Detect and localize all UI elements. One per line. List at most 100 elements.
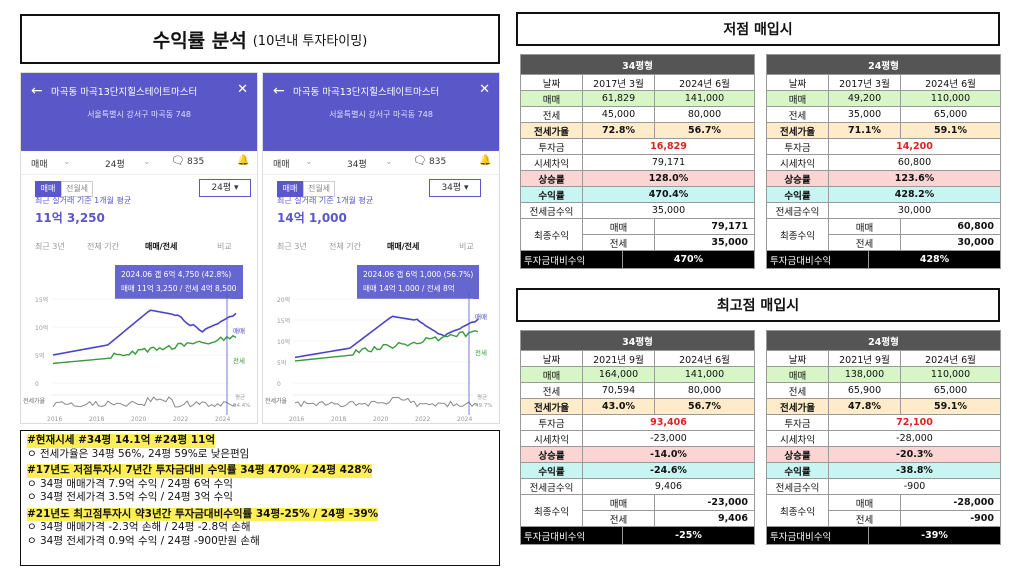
title-sub: (10년내 투자타이밍) (252, 33, 368, 49)
row-label: 전세가율 (766, 122, 829, 139)
y-tick-label: 20억 (277, 296, 290, 304)
row-label: 전세 (520, 382, 583, 399)
size-dropdown[interactable]: 34평 ▾ (429, 179, 481, 197)
size-filter[interactable]: 34평 (347, 160, 367, 170)
y-tick-label: 5억 (35, 352, 44, 360)
tab-trade-rent[interactable]: 매매/전세 (387, 242, 420, 251)
row-label: 시세차익 (766, 430, 829, 447)
row-label: 투자금 (520, 138, 583, 155)
complex-name: 마곡동 마곡13단지힐스테이트마스터 (293, 87, 440, 98)
invest-value: 16,829 (581, 138, 756, 155)
ratio-label: 전세가율 (23, 397, 46, 405)
comment-icon[interactable]: 🗨 (171, 154, 185, 167)
tab-3y[interactable]: 최근 3년 (277, 242, 307, 251)
chevron-down-icon: ⌄ (143, 157, 151, 167)
row-label: 시세차익 (520, 154, 583, 171)
comment-icon[interactable]: 🗨 (413, 154, 427, 167)
yield-table: 34평형 날짜 2017년 3월 2024년 6월 매매 61,829 141,000 … (519, 54, 756, 269)
tab-compare[interactable]: 비교 (459, 242, 474, 251)
bell-icon[interactable]: 🔔 (237, 155, 250, 166)
roi-value: 470% (621, 250, 756, 269)
row-label: 수익률 (766, 186, 829, 203)
yield-table: 24평형 날짜 2021년 9월 2024년 6월 매매 138,000 110,000… (765, 330, 1002, 545)
close-icon[interactable]: ✕ (479, 82, 490, 97)
tab-all[interactable]: 전체 기간 (87, 242, 119, 251)
table-title: 34평형 (519, 54, 756, 75)
table-title: 34평형 (519, 330, 756, 351)
summary-line: ㅇ 34평 전세가격 0.9억 수익 / 24평 -900만원 손해 (27, 534, 260, 547)
row-label: 전세 (766, 382, 829, 399)
ratio-avg-value: 49.7% (475, 403, 492, 409)
legend-rent: 전세 (475, 348, 487, 357)
trade-filter[interactable]: 매매 (273, 160, 290, 170)
back-arrow-icon[interactable]: ← (31, 83, 43, 99)
y-tick-label: 15억 (277, 317, 290, 325)
tab-all[interactable]: 전체 기간 (329, 242, 361, 251)
row-label: 투자금대비수익 (520, 250, 623, 269)
ratio-label: 전세가율 (265, 397, 288, 405)
ratio-avg-value: 54.4% (233, 403, 250, 409)
summary-line: ㅇ 34평 전세가격 3.5억 수익 / 24평 3억 수익 (27, 491, 233, 503)
title-main: 수익률 분석 (152, 29, 247, 52)
row-label: 전세금수익 (766, 478, 829, 495)
row-label: 전세가율 (520, 398, 583, 415)
close-icon[interactable]: ✕ (237, 82, 248, 97)
summary-line: ㅇ 34평 매매가격 7.9억 수익 / 24평 6억 수익 (27, 477, 233, 490)
address: 서울특별시 강서구 마곡동 748 (329, 110, 433, 119)
type-tabs: 매매 전월세 24평 ▾ (21, 175, 257, 201)
x-tick-label: 2022 (415, 416, 430, 423)
row-label: 최종수익 (520, 494, 583, 527)
table-title: 24평형 (765, 54, 1002, 75)
row-label: 투자금 (520, 414, 583, 431)
app-header: ← 마곡동 마곡13단지힐스테이트마스터 ✕ 서울특별시 강서구 마곡동 748 (263, 73, 499, 151)
row-label: 날짜 (520, 350, 583, 367)
row-label: 날짜 (766, 74, 829, 91)
size-dropdown[interactable]: 24평 ▾ (199, 179, 251, 197)
row-label: 전세 (766, 106, 829, 123)
period-tabs: 최근 3년 전체 기간 매매/전세 비교 (21, 237, 257, 257)
avg-price: 14억 1,000 (277, 211, 347, 225)
row-label: 날짜 (766, 350, 829, 367)
row-label: 전세금수익 (520, 202, 583, 219)
rent-series-line (52, 334, 237, 365)
tab-trade-rent[interactable]: 매매/전세 (145, 242, 178, 251)
trade-series-line (294, 315, 479, 359)
bell-icon[interactable]: 🔔 (479, 155, 492, 166)
tab-trade[interactable]: 매매 (35, 181, 61, 197)
x-tick-label: 2016 (289, 416, 304, 423)
x-tick-label: 2020 (373, 416, 388, 423)
row-label: 상승률 (766, 170, 829, 187)
filter-bar: 매매 ⌄ 24평 ⌄ 🗨 835 🔔 (21, 151, 257, 175)
roi-value: 428% (867, 250, 1002, 269)
y-tick-label: 10억 (277, 338, 290, 346)
tab-rent[interactable]: 전월세 (303, 181, 335, 197)
ratio-series-line (294, 396, 479, 408)
section-high-title: 최고점 매입시 (516, 288, 1000, 322)
row-label: 상승률 (520, 170, 583, 187)
app-screenshot-1: ← 마곡동 마곡13단지힐스테이트마스터 ✕ 서울특별시 강서구 마곡동 748… (20, 72, 258, 424)
back-arrow-icon[interactable]: ← (273, 83, 285, 99)
row-label: 매매 (766, 366, 829, 383)
x-tick-label: 2024 (215, 416, 230, 423)
y-tick-label: 0 (277, 381, 281, 388)
trade-filter[interactable]: 매매 (31, 160, 48, 170)
row-label: 전세금수익 (520, 478, 583, 495)
tab-trade[interactable]: 매매 (277, 181, 303, 197)
chart-tooltip: 2024.06 갭 6억 1,000 (56.7%) 매매 14억 1,000 … (357, 265, 480, 299)
tab-rent[interactable]: 전월세 (61, 181, 93, 197)
tab-compare[interactable]: 비교 (217, 242, 232, 251)
row-label: 매매 (766, 90, 829, 107)
filter-bar: 매매 ⌄ 34평 ⌄ 🗨 835 🔔 (263, 151, 499, 175)
avg-price: 11억 3,250 (35, 211, 105, 225)
size-filter[interactable]: 24평 (105, 160, 125, 170)
roi-value: -39% (867, 526, 1002, 545)
summary-line: ㅇ 34평 매매가격 -2.3억 손해 / 24평 -2.8억 손해 (27, 521, 251, 533)
y-tick-label: 15억 (35, 296, 48, 304)
period-tabs: 최근 3년 전체 기간 매매/전세 비교 (263, 237, 499, 257)
row-label: 시세차익 (766, 154, 829, 171)
tab-3y[interactable]: 최근 3년 (35, 242, 65, 251)
row-label: 전세금수익 (766, 202, 829, 219)
table-title: 24평형 (765, 330, 1002, 351)
section-low-title: 저점 매입시 (516, 12, 1000, 46)
